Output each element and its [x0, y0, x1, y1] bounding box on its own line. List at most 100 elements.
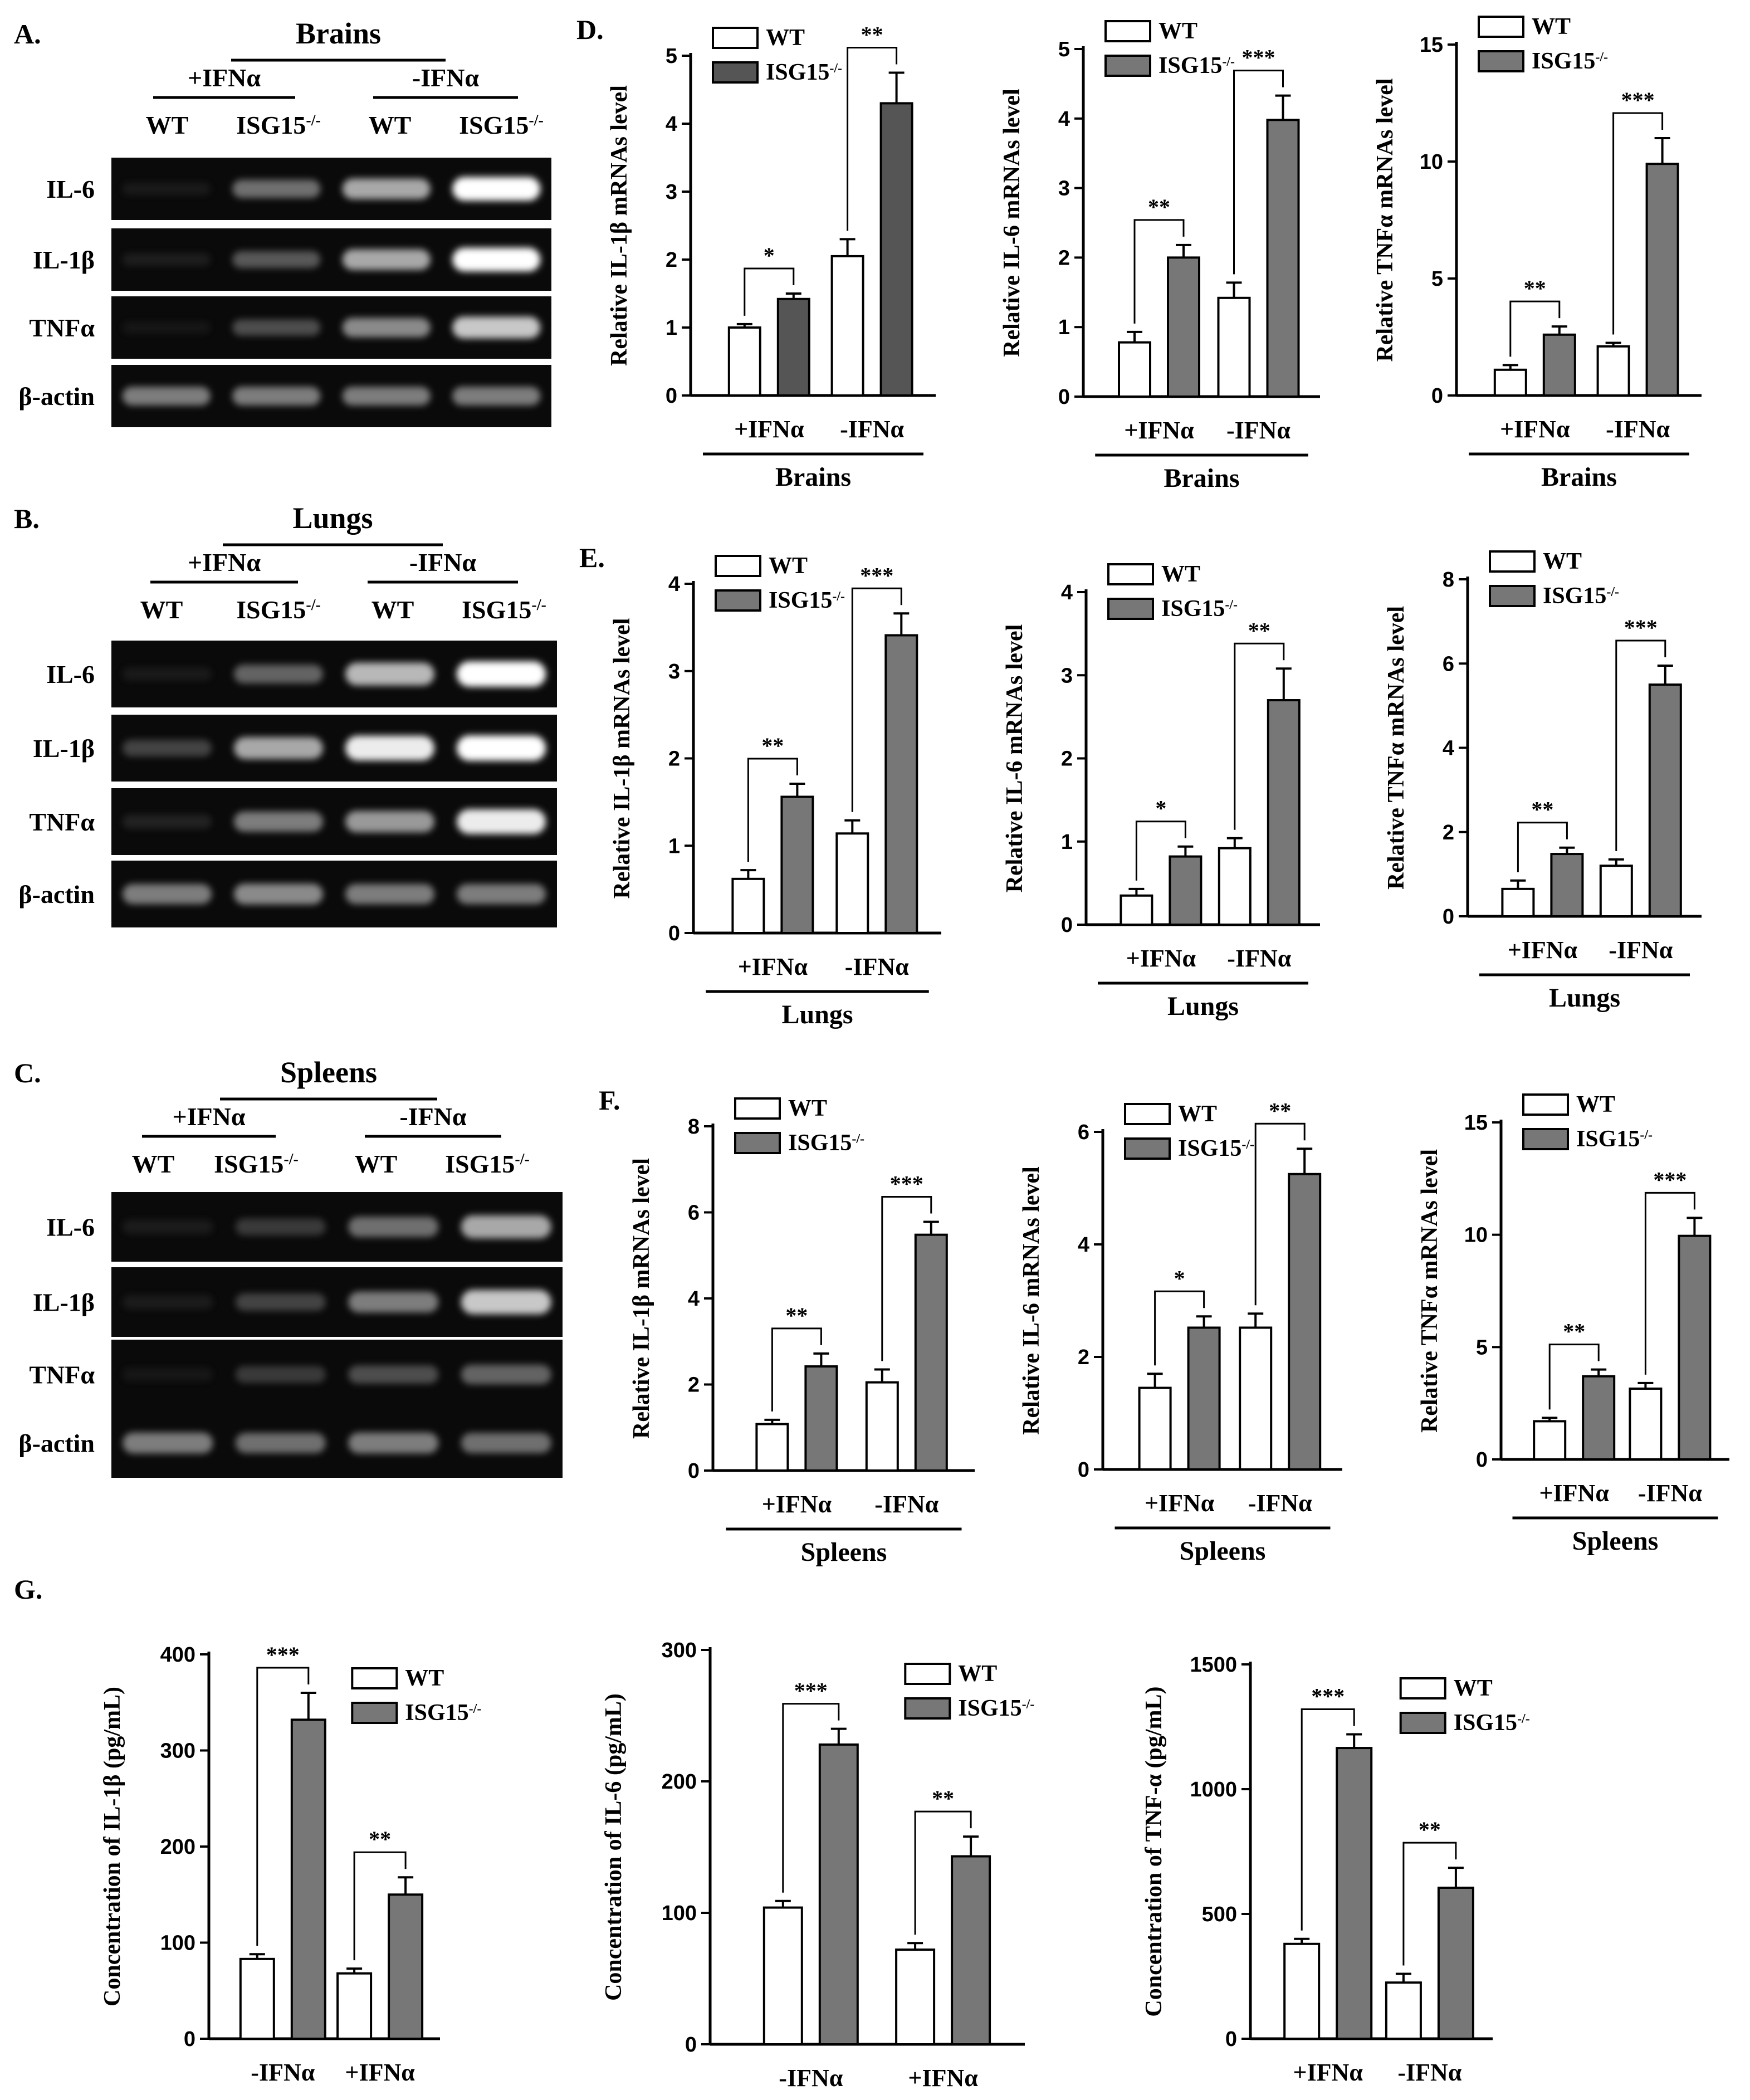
- gel-band: [461, 1365, 551, 1384]
- tissue-label: Brains: [775, 462, 851, 492]
- legend-label: ISG15-/-: [1576, 1126, 1653, 1152]
- bar-isg15-ko: [1678, 1234, 1712, 1461]
- legend-swatch: [351, 1702, 398, 1724]
- legend-swatch: [734, 1132, 781, 1154]
- legend-swatch: [734, 1097, 781, 1120]
- significance-marker: ***: [890, 1171, 923, 1196]
- x-category-label: +IFNα: [734, 416, 804, 443]
- bar-isg15-ko: [1645, 163, 1679, 397]
- significance-marker: *: [1174, 1266, 1185, 1291]
- gel-condition-label: -IFNα: [399, 1102, 467, 1131]
- panel-letter: A.: [14, 18, 41, 50]
- y-tick-label: 2: [1078, 1346, 1089, 1369]
- legend-label: ISG15-/-: [1454, 1710, 1530, 1736]
- bar-isg15-ko: [1266, 119, 1300, 398]
- gel-lane-label: ISG15-/-: [462, 595, 546, 624]
- gel-title: Brains: [296, 17, 381, 50]
- x-category-label: -IFNα: [251, 2059, 315, 2086]
- bar-chart: G. 0 100 200 300 400 Concentration of IL-1β (p…: [14, 1574, 481, 2086]
- legend-swatch: [1522, 1093, 1569, 1116]
- y-tick-label: 5: [666, 45, 677, 68]
- legend-label: WT: [766, 25, 805, 51]
- y-tick-label: 3: [1058, 177, 1070, 201]
- gel-band: [457, 809, 546, 834]
- panel-letter: D.: [576, 14, 604, 45]
- gel-band: [461, 1215, 551, 1239]
- bar-isg15-ko: [1187, 1326, 1221, 1471]
- gel-band: [345, 735, 434, 761]
- bar-isg15-ko: [1336, 1747, 1373, 2040]
- gel-row: TNFα: [29, 1340, 563, 1409]
- significance-marker: **: [861, 22, 883, 47]
- gel-row: β-actin: [18, 365, 551, 427]
- gel-row-label: β-actin: [18, 880, 95, 909]
- gel-row: IL-1β: [33, 228, 551, 291]
- gel-row: TNFα: [29, 296, 551, 359]
- gel-row-label: β-actin: [18, 382, 95, 411]
- gel-title: Spleens: [280, 1056, 377, 1089]
- gel-lane-label: ISG15-/-: [459, 111, 544, 139]
- gel-band: [345, 810, 434, 833]
- gel-band: [457, 661, 546, 687]
- gel-band: [123, 1220, 213, 1234]
- y-tick-label: 8: [688, 1115, 700, 1139]
- gel-row-label: TNFα: [29, 1361, 95, 1389]
- gel-row: IL-6: [46, 1192, 563, 1262]
- gel-band: [452, 316, 541, 339]
- legend-swatch: [1104, 55, 1151, 77]
- legend-label: WT: [1532, 14, 1571, 40]
- legend-swatch: [351, 1667, 398, 1689]
- gel-lane-label: ISG15-/-: [214, 1150, 299, 1178]
- legend-swatch: [715, 589, 761, 612]
- gel-band: [122, 183, 211, 195]
- y-axis-label: Relative TNFα mRNAs level: [1417, 1149, 1443, 1433]
- legend-label: WT: [1161, 561, 1200, 587]
- y-axis-label: Relative IL-6 mRNAs level: [1019, 1166, 1044, 1435]
- bar-wt: [1120, 894, 1153, 926]
- x-category-label: +IFNα: [1126, 945, 1196, 972]
- gel-row-label: IL-6: [46, 660, 95, 688]
- gel-band: [122, 253, 211, 266]
- y-tick-label: 4: [1058, 108, 1070, 131]
- x-category-label: -IFNα: [779, 2064, 843, 2092]
- significance-bracket: [353, 1851, 407, 1961]
- significance-marker: **: [1419, 1817, 1441, 1842]
- bar-isg15-ko: [780, 795, 814, 934]
- bar-wt: [336, 1972, 373, 2040]
- x-category-label: -IFNα: [1609, 936, 1673, 964]
- y-tick-label: 8: [1443, 568, 1454, 592]
- legend-label: ISG15-/-: [1158, 53, 1235, 79]
- tissue-label: Brains: [1541, 462, 1617, 492]
- gel-band: [348, 1432, 439, 1454]
- legend-label: WT: [1543, 549, 1582, 574]
- legend-label: ISG15-/-: [788, 1130, 864, 1156]
- y-axis-label: Relative IL-1β mRNAs level: [609, 618, 635, 899]
- tissue-label: Spleens: [1180, 1536, 1266, 1566]
- tissue-label: Spleens: [801, 1537, 887, 1567]
- bar-isg15-ko: [818, 1743, 859, 2045]
- significance-marker: **: [785, 1303, 808, 1328]
- significance-bracket: [1402, 1842, 1457, 1966]
- x-category-label: +IFNα: [908, 2064, 978, 2092]
- gel-lane-label: WT: [132, 1150, 175, 1178]
- gel-row-label: IL-6: [46, 1213, 95, 1242]
- gel-lane-label: WT: [369, 111, 412, 139]
- gel-band: [234, 737, 323, 759]
- gel-band: [122, 387, 211, 406]
- bar-wt: [727, 326, 761, 397]
- significance-marker: ***: [1242, 45, 1275, 70]
- gel-band: [345, 884, 434, 904]
- y-axis-label: Relative TNFα mRNAs level: [1384, 606, 1409, 890]
- significance-marker: ***: [1653, 1167, 1687, 1192]
- significance-bracket: [1254, 1122, 1306, 1306]
- y-tick-label: 10: [1420, 150, 1443, 174]
- significance-marker: ***: [794, 1678, 828, 1703]
- y-tick-label: 0: [1058, 385, 1070, 409]
- bar-isg15-ko: [804, 1365, 838, 1472]
- y-tick-label: 1: [1061, 831, 1073, 854]
- legend-label: ISG15-/-: [1178, 1136, 1254, 1161]
- legend-swatch: [904, 1663, 951, 1685]
- gel-band: [232, 319, 321, 336]
